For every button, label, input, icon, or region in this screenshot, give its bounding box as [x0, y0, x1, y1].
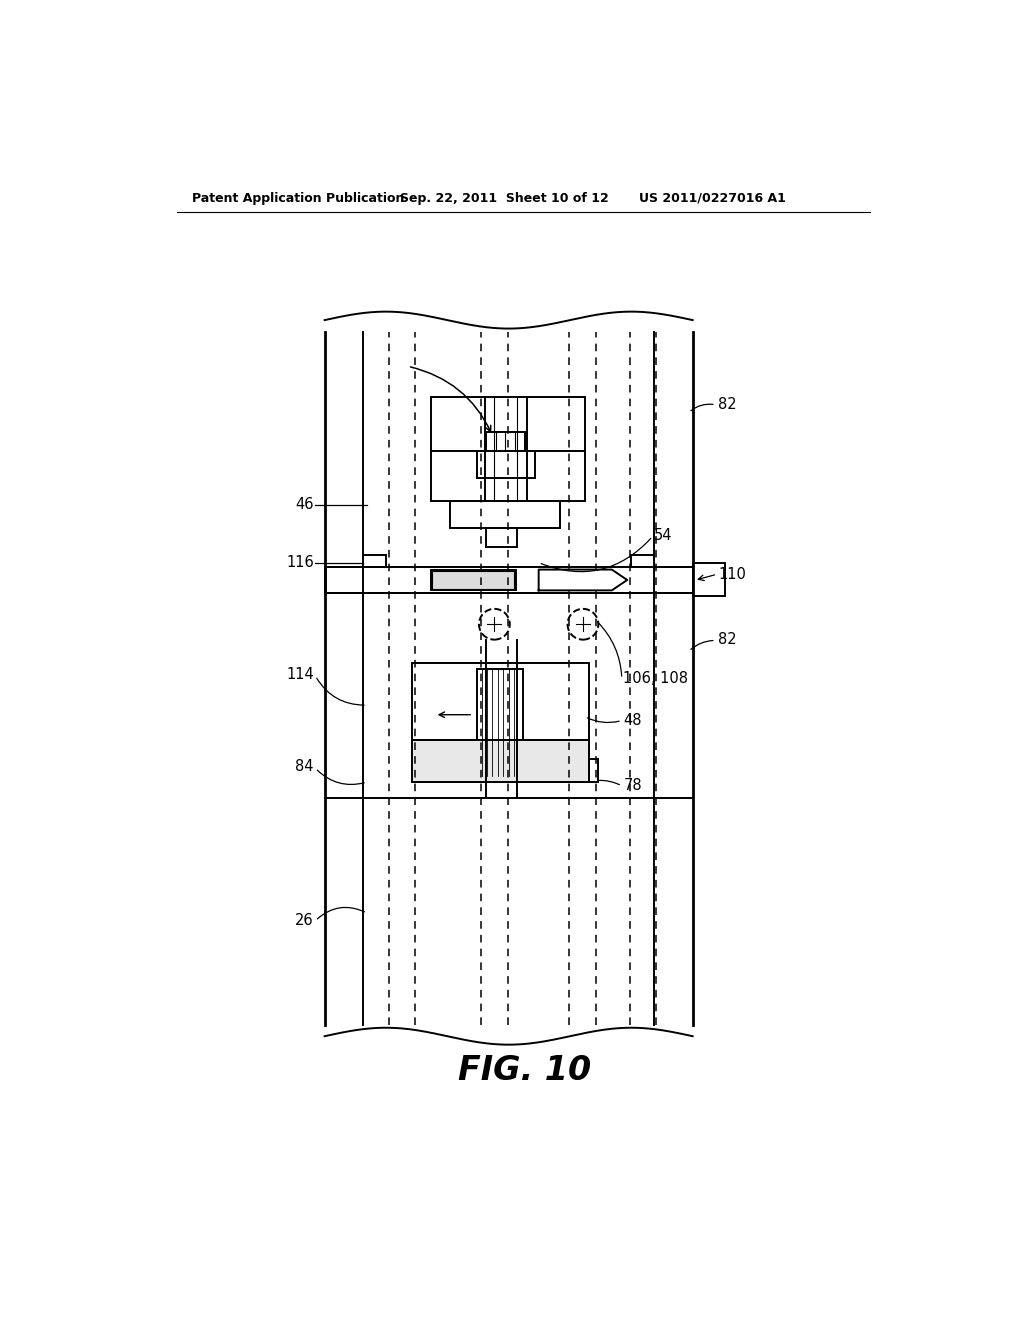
- Bar: [486, 528, 517, 548]
- Bar: [477, 669, 523, 776]
- Text: 116: 116: [286, 556, 313, 570]
- Text: 46: 46: [295, 498, 313, 512]
- Text: 82: 82: [718, 397, 736, 412]
- Text: 48: 48: [624, 713, 642, 729]
- Bar: [477, 451, 535, 478]
- Text: FIG. 10: FIG. 10: [458, 1055, 592, 1088]
- Bar: [431, 397, 585, 502]
- Bar: [486, 432, 524, 451]
- Text: 106, 108: 106, 108: [624, 671, 688, 685]
- Text: 82: 82: [718, 632, 736, 647]
- Text: US 2011/0227016 A1: US 2011/0227016 A1: [639, 191, 785, 205]
- Text: 84: 84: [295, 759, 313, 775]
- Bar: [431, 570, 515, 590]
- Text: 26: 26: [295, 913, 313, 928]
- Text: 54: 54: [654, 528, 673, 544]
- Bar: [692, 562, 725, 595]
- Text: Patent Application Publication: Patent Application Publication: [193, 191, 404, 205]
- Text: Sep. 22, 2011  Sheet 10 of 12: Sep. 22, 2011 Sheet 10 of 12: [400, 191, 609, 205]
- Text: 114: 114: [286, 667, 313, 682]
- Bar: [432, 572, 514, 589]
- Bar: [412, 663, 589, 781]
- Bar: [451, 502, 560, 528]
- Bar: [412, 739, 589, 781]
- Text: 110: 110: [718, 566, 745, 582]
- Text: 78: 78: [624, 779, 642, 793]
- Polygon shape: [539, 570, 628, 590]
